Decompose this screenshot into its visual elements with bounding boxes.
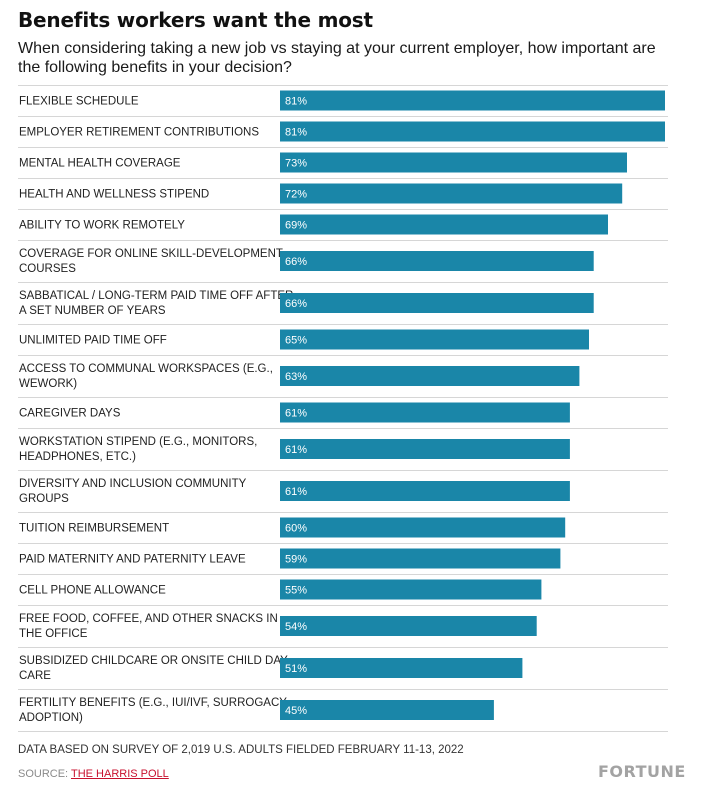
bar (280, 121, 665, 142)
category-label-line: COURSES (19, 263, 76, 275)
source-link[interactable]: THE HARRIS POLL (70, 768, 169, 780)
category-label-line: DIVERSITY AND INCLUSION COMMUNITY (19, 478, 247, 490)
bar (280, 439, 570, 459)
category-label: ABILITY TO WORK REMOTELY (19, 220, 185, 232)
bar (280, 402, 570, 423)
category-label-line: THE OFFICE (19, 628, 88, 640)
category-label-line: FERTILITY BENEFITS (E.G., IUI/IVF, SURRO… (19, 697, 289, 709)
value-label: 63% (285, 371, 307, 383)
bar (280, 548, 561, 569)
bar-chart: FLEXIBLE SCHEDULE 81% EMPLOYER RETIREMENT … (18, 85, 668, 732)
bar (280, 579, 542, 600)
chart-subtitle: When considering taking a new job vs sta… (18, 40, 656, 76)
source-line: SOURCE: THE HARRIS POLL (18, 768, 169, 780)
category-label: HEALTH AND WELLNESS STIPEND (19, 189, 209, 201)
category-label-line: SABBATICAL / LONG-TERM PAID TIME OFF AFT… (19, 290, 293, 302)
category-label: FERTILITY BENEFITS (E.G., IUI/IVF, SURRO… (19, 697, 289, 724)
category-label: UNLIMITED PAID TIME OFF (19, 335, 167, 347)
category-label: COVERAGE FOR ONLINE SKILL-DEVELOPMENT COU… (19, 248, 283, 275)
value-label: 81% (285, 127, 307, 139)
category-label-line: SUBSIDIZED CHILDCARE OR ONSITE CHILD DAY… (19, 655, 291, 667)
value-label: 54% (285, 621, 307, 633)
bar (280, 481, 570, 501)
bar (280, 293, 594, 313)
bar (280, 90, 665, 111)
category-label-line: FREE FOOD, COFFEE, AND OTHER SNACKS IN (19, 613, 278, 625)
category-label: TUITION REIMBURSEMENT (19, 523, 169, 535)
value-label: 61% (285, 486, 307, 498)
category-label: ACCESS TO COMMUNAL WORKSPACES (E.G., WEWO… (19, 363, 273, 390)
value-label: 66% (285, 298, 307, 310)
bar (280, 214, 608, 235)
category-label: MENTAL HEALTH COVERAGE (19, 158, 181, 170)
category-label: FREE FOOD, COFFEE, AND OTHER SNACKS IN TH… (19, 613, 278, 640)
value-label: 72% (285, 189, 307, 201)
value-label: 60% (285, 523, 307, 535)
category-label-line: COVERAGE FOR ONLINE SKILL-DEVELOPMENT (19, 248, 283, 260)
source-prefix: SOURCE: (18, 768, 71, 780)
fortune-logo: FORTUNE (598, 762, 686, 781)
chart-title: Benefits workers want the most (18, 8, 373, 32)
value-label: 65% (285, 335, 307, 347)
value-label: 73% (285, 158, 307, 170)
category-label-line: WEWORK) (19, 378, 77, 390)
value-label: 51% (285, 663, 307, 675)
bar (280, 152, 627, 173)
category-label: WORKSTATION STIPEND (E.G., MONITORS, HEAD… (19, 436, 257, 463)
category-label: EMPLOYER RETIREMENT CONTRIBUTIONS (19, 127, 259, 139)
category-label-line: ACCESS TO COMMUNAL WORKSPACES (E.G., (19, 363, 273, 375)
value-label: 81% (285, 96, 307, 108)
category-label: SABBATICAL / LONG-TERM PAID TIME OFF AFT… (19, 290, 293, 317)
category-label: CAREGIVER DAYS (19, 408, 121, 420)
category-label: CELL PHONE ALLOWANCE (19, 585, 166, 597)
category-label: FLEXIBLE SCHEDULE (19, 96, 139, 108)
bar (280, 329, 589, 350)
category-label-line: WORKSTATION STIPEND (E.G., MONITORS, (19, 436, 257, 448)
value-label: 55% (285, 585, 307, 597)
value-label: 45% (285, 705, 307, 717)
bar (280, 251, 594, 271)
category-label-line: A SET NUMBER OF YEARS (19, 305, 166, 317)
category-label: DIVERSITY AND INCLUSION COMMUNITY GROUPS (19, 478, 247, 505)
value-label: 61% (285, 408, 307, 420)
category-label-line: ADOPTION) (19, 712, 83, 724)
value-label: 69% (285, 220, 307, 232)
category-label-line: CARE (19, 670, 51, 682)
value-label: 59% (285, 554, 307, 566)
bar (280, 616, 537, 636)
category-label: SUBSIDIZED CHILDCARE OR ONSITE CHILD DAY… (19, 655, 291, 682)
bar (280, 658, 523, 678)
value-label: 61% (285, 444, 307, 456)
bar (280, 366, 580, 386)
bar (280, 517, 566, 538)
category-label-line: GROUPS (19, 493, 69, 505)
bar (280, 183, 623, 204)
value-label: 66% (285, 256, 307, 268)
bar (280, 700, 494, 720)
category-label-line: HEADPHONES, ETC.) (19, 451, 136, 463)
survey-footnote: DATA BASED ON SURVEY OF 2,019 U.S. ADULT… (18, 744, 464, 756)
category-label: PAID MATERNITY AND PATERNITY LEAVE (19, 554, 246, 566)
